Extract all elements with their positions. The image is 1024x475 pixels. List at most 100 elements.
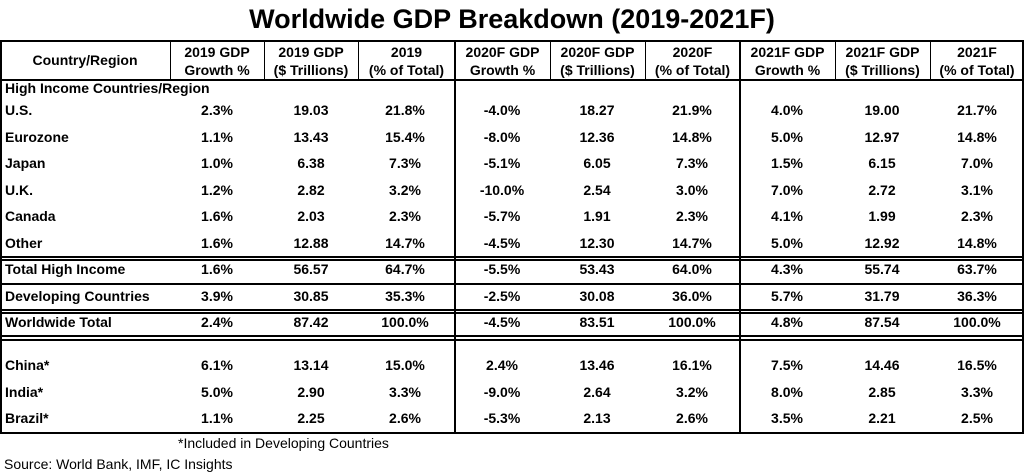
column-header-sub: (% of Total) bbox=[368, 62, 445, 78]
table-cell: 12.92 bbox=[864, 235, 900, 251]
table-cell: 1.6% bbox=[201, 235, 233, 251]
table-cell: 83.51 bbox=[579, 314, 615, 330]
table-cell: 64.0% bbox=[672, 261, 712, 277]
row-label: Other bbox=[5, 235, 43, 251]
table-cell: 2.4% bbox=[201, 314, 233, 330]
table-cell: 7.5% bbox=[771, 357, 803, 373]
source-note: Source: World Bank, IMF, IC Insights bbox=[4, 456, 233, 472]
table-cell: 30.85 bbox=[293, 288, 329, 304]
table-cell: -5.7% bbox=[483, 208, 521, 224]
table-cell: 2.13 bbox=[583, 410, 611, 426]
table-cell: 2.21 bbox=[868, 410, 896, 426]
row-label: India* bbox=[5, 384, 44, 400]
table-cell: 7.3% bbox=[676, 155, 708, 171]
column-header: 2021F GDP bbox=[750, 44, 825, 60]
column-header: 2020F GDP bbox=[560, 44, 635, 60]
table-cell: 3.9% bbox=[201, 288, 233, 304]
column-rule bbox=[645, 40, 646, 80]
row-label: Eurozone bbox=[5, 129, 69, 145]
table-cell: 14.8% bbox=[957, 235, 997, 251]
table-cell: 2.3% bbox=[389, 208, 421, 224]
table-cell: 1.6% bbox=[201, 208, 233, 224]
table-cell: 13.14 bbox=[293, 357, 329, 373]
column-header-sub: ($ Trillions) bbox=[273, 62, 349, 78]
table-cell: 21.9% bbox=[672, 102, 712, 118]
table-cell: 7.3% bbox=[389, 155, 421, 171]
table-cell: 4.3% bbox=[771, 261, 803, 277]
column-rule bbox=[170, 40, 171, 80]
table-cell: 1.1% bbox=[201, 410, 233, 426]
rule bbox=[0, 259, 1024, 261]
table-cell: -2.5% bbox=[483, 288, 521, 304]
table-cell: 100.0% bbox=[668, 314, 716, 330]
table-cell: 12.97 bbox=[864, 129, 900, 145]
table-cell: 8.0% bbox=[771, 384, 803, 400]
table-cell: 87.42 bbox=[293, 314, 329, 330]
row-label: Brazil* bbox=[5, 410, 49, 426]
column-header-sub: Growth % bbox=[469, 62, 536, 78]
table-cell: 63.7% bbox=[957, 261, 997, 277]
table-cell: 3.3% bbox=[389, 384, 421, 400]
table-cell: 4.1% bbox=[771, 208, 803, 224]
table-cell: 1.5% bbox=[771, 155, 803, 171]
table-cell: 100.0% bbox=[381, 314, 429, 330]
table-cell: 5.0% bbox=[771, 129, 803, 145]
column-header-sub: ($ Trillions) bbox=[560, 62, 635, 78]
rule bbox=[0, 339, 1024, 341]
column-rule bbox=[930, 40, 931, 80]
table-cell: 2.64 bbox=[583, 384, 611, 400]
column-header: 2021F GDP bbox=[845, 44, 920, 60]
header-rule bbox=[0, 79, 1024, 81]
table-cell: 2.54 bbox=[583, 182, 611, 198]
row-label: Worldwide Total bbox=[5, 314, 112, 330]
table-cell: 13.43 bbox=[293, 129, 329, 145]
table-cell: 2.3% bbox=[961, 208, 993, 224]
table-cell: 18.27 bbox=[579, 102, 615, 118]
table-cell: -8.0% bbox=[483, 129, 521, 145]
rule bbox=[0, 335, 1024, 337]
table-cell: 3.2% bbox=[676, 384, 708, 400]
table-bottom-rule bbox=[0, 432, 1024, 434]
table-cell: 1.0% bbox=[201, 155, 233, 171]
table-cell: 15.4% bbox=[385, 129, 425, 145]
table-cell: 2.90 bbox=[297, 384, 325, 400]
table-cell: -5.3% bbox=[483, 410, 521, 426]
column-rule bbox=[739, 40, 741, 434]
row-label: U.K. bbox=[5, 182, 33, 198]
table-cell: 55.74 bbox=[864, 261, 900, 277]
column-header: 2019 bbox=[390, 44, 423, 60]
table-cell: 3.2% bbox=[389, 182, 421, 198]
table-cell: 16.5% bbox=[957, 357, 997, 373]
table-cell: 12.30 bbox=[579, 235, 615, 251]
table-cell: -9.0% bbox=[483, 384, 521, 400]
table-cell: -4.5% bbox=[483, 314, 521, 330]
table-cell: 2.3% bbox=[676, 208, 708, 224]
column-header: 2019 GDP bbox=[278, 44, 344, 60]
table-cell: 36.3% bbox=[957, 288, 997, 304]
row-label: Total High Income bbox=[5, 261, 126, 277]
column-rule bbox=[358, 40, 359, 80]
rule bbox=[0, 309, 1024, 311]
table-cell: 35.3% bbox=[385, 288, 425, 304]
column-header: 2019 GDP bbox=[184, 44, 250, 60]
column-header: 2020F bbox=[672, 44, 713, 60]
table-cell: 5.0% bbox=[771, 235, 803, 251]
table-cell: 30.08 bbox=[579, 288, 615, 304]
column-rule bbox=[550, 40, 551, 80]
rule bbox=[0, 283, 1024, 285]
table-cell: 5.0% bbox=[201, 384, 233, 400]
table-cell: -4.5% bbox=[483, 235, 521, 251]
table-cell: 3.5% bbox=[771, 410, 803, 426]
table-cell: -4.0% bbox=[483, 102, 521, 118]
table-cell: 13.46 bbox=[579, 357, 615, 373]
table-cell: -5.5% bbox=[483, 261, 521, 277]
table-cell: 14.8% bbox=[672, 129, 712, 145]
table-cell: 12.36 bbox=[579, 129, 615, 145]
table-cell: 21.7% bbox=[957, 102, 997, 118]
table-cell: 6.38 bbox=[297, 155, 325, 171]
table-cell: 2.25 bbox=[297, 410, 325, 426]
column-header: Country/Region bbox=[32, 52, 138, 68]
column-header-sub: (% of Total) bbox=[939, 62, 1015, 78]
table-cell: 1.6% bbox=[201, 261, 233, 277]
